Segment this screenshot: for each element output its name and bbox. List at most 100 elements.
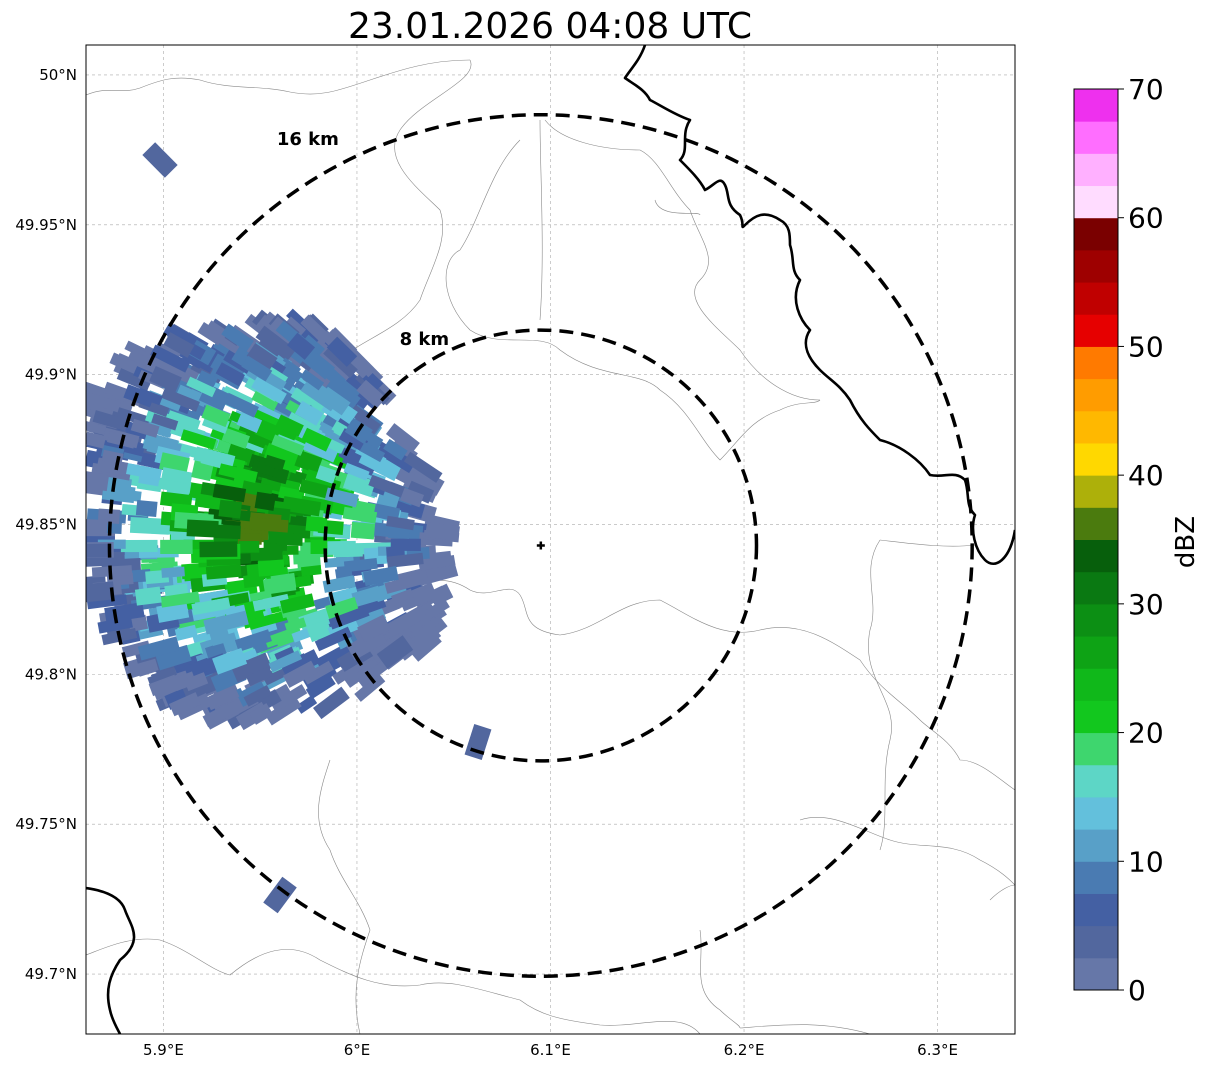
echo-bin xyxy=(265,696,302,726)
colorbar-tick-label: 0 xyxy=(1128,974,1146,1007)
boundary-line xyxy=(989,884,1015,901)
boundary-line xyxy=(86,59,471,96)
echo-bin xyxy=(264,626,303,648)
echo-bin xyxy=(215,362,245,387)
echo-bin xyxy=(275,414,304,437)
echo-bin xyxy=(202,703,233,728)
graticule xyxy=(86,45,1015,1034)
colorbar-bin xyxy=(1074,475,1118,508)
echo-bin xyxy=(271,434,305,456)
reflectivity-echoes xyxy=(86,142,492,914)
colorbar xyxy=(1073,88,1119,991)
echo-bin xyxy=(199,541,238,558)
echo-bin xyxy=(149,365,182,393)
echo-bin xyxy=(183,539,215,552)
colorbar-tick-label: 30 xyxy=(1128,588,1164,621)
echo-bin xyxy=(208,626,231,647)
boundary-line xyxy=(739,1024,871,1034)
echo-bin xyxy=(152,476,192,494)
echo-bin xyxy=(263,454,286,471)
range-ring-label: 16 km xyxy=(277,129,339,150)
map-title: 23.01.2026 04:08 UTC xyxy=(348,6,752,47)
echo-bin xyxy=(231,652,272,683)
echo-bin xyxy=(327,586,360,607)
colorbar-bin xyxy=(1074,925,1118,959)
echo-bin xyxy=(205,684,240,711)
echo-bin xyxy=(350,521,376,540)
echo-bin xyxy=(284,617,307,633)
echo-bin xyxy=(86,594,128,610)
echo-bin xyxy=(249,517,289,533)
echo-bin xyxy=(287,410,322,436)
radar-site-marker xyxy=(536,541,545,550)
echo-bin xyxy=(121,640,151,659)
echo-bin xyxy=(386,552,424,569)
echo-bin xyxy=(134,586,162,606)
echo-bin xyxy=(294,400,324,426)
colorbar-bin xyxy=(1074,217,1118,251)
echo-bin xyxy=(354,412,381,438)
echo-bin xyxy=(300,565,322,577)
echo-bin xyxy=(290,387,315,408)
echo-bin xyxy=(238,541,260,553)
echo-bin xyxy=(212,483,247,503)
echo-bin xyxy=(160,591,200,608)
lat-tick-label: 49.9°N xyxy=(25,366,77,384)
echo-bin xyxy=(302,660,334,685)
echo-bin xyxy=(357,614,391,643)
colorbar-tick-label: 60 xyxy=(1128,202,1164,235)
echo-bin xyxy=(155,644,192,671)
echo-bin xyxy=(92,410,129,432)
echo-bin xyxy=(161,387,200,412)
lon-tick-label: 6.2°E xyxy=(724,1041,765,1059)
colorbar-bin xyxy=(1074,539,1118,573)
echo-bin xyxy=(221,427,250,449)
echo-bin xyxy=(362,565,399,587)
echo-bin xyxy=(376,635,414,669)
echo-bin xyxy=(197,322,225,346)
colorbar-bin xyxy=(1074,764,1118,798)
echo-bin xyxy=(386,515,415,531)
boundary-line xyxy=(318,759,371,1034)
echo-bin xyxy=(86,395,108,414)
boundary-line xyxy=(544,119,821,401)
echo-bin xyxy=(243,684,272,707)
echo-bin xyxy=(263,539,287,551)
colorbar-frame xyxy=(1073,88,1119,991)
boundary-line xyxy=(539,119,543,321)
echo-bin xyxy=(350,499,376,521)
colorbar-bin xyxy=(1074,829,1118,862)
echo-bin xyxy=(161,566,185,578)
colorbar-tick-label: 40 xyxy=(1128,459,1164,492)
colorbar-tick-label: 50 xyxy=(1128,330,1164,363)
admin-boundaries xyxy=(86,59,1015,1034)
echo-bin xyxy=(160,539,193,555)
echo-bin xyxy=(248,610,288,630)
echo-bin xyxy=(86,581,115,603)
echo-bin xyxy=(125,657,154,679)
colorbar-bin xyxy=(1074,507,1118,540)
echo-bin xyxy=(282,660,318,688)
lon-tick-label: 6.3°E xyxy=(917,1041,958,1059)
echo-bin xyxy=(137,636,181,661)
colorbar-bin xyxy=(1074,700,1118,734)
echo-bin xyxy=(86,431,107,449)
echo-bin xyxy=(315,465,338,484)
echo-bin xyxy=(322,575,356,593)
echo-bin xyxy=(299,369,325,391)
echo-bin xyxy=(383,438,408,461)
echo-bin xyxy=(251,376,287,405)
echo-bin xyxy=(227,443,256,464)
echo-bin xyxy=(416,561,459,586)
colorbar-bin xyxy=(1074,314,1118,347)
echo-bin xyxy=(234,629,272,653)
echo-bin xyxy=(351,585,383,608)
colorbar-tick-labels: 0 10 20 30 40 50 60 70 xyxy=(1118,73,1164,1007)
lon-tick-label: 6°E xyxy=(344,1041,371,1059)
echo-bin xyxy=(390,588,415,605)
echo-bin xyxy=(129,517,170,535)
range-rings: 8 km 16 km xyxy=(107,112,974,978)
echo-bin xyxy=(86,472,110,492)
lat-tick-label: 49.85°N xyxy=(15,516,77,534)
